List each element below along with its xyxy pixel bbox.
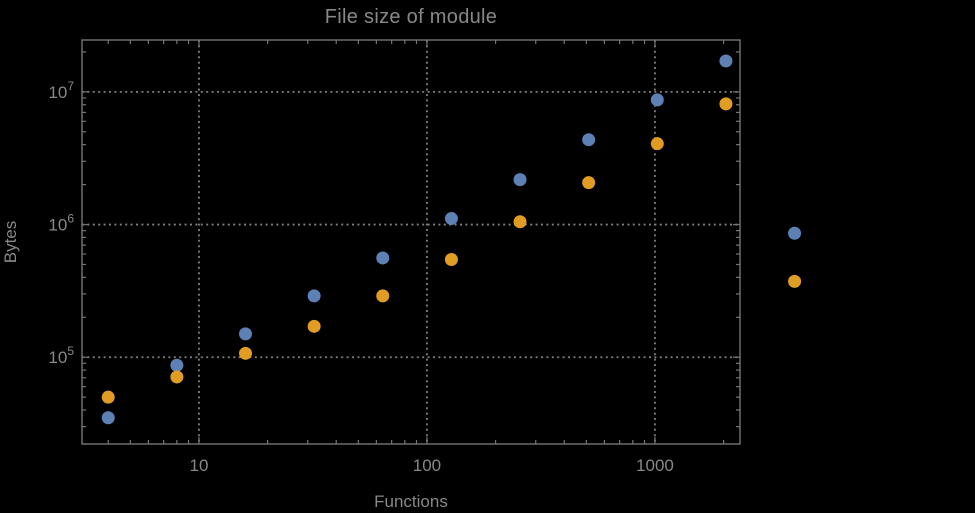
blue-data-point xyxy=(444,212,458,226)
blue-data-point xyxy=(239,327,253,341)
orange-data-point xyxy=(513,215,527,229)
axis-ticks xyxy=(82,40,740,444)
orange-data-point xyxy=(239,346,253,360)
y-axis-label: Bytes xyxy=(1,221,20,264)
x-tick-label: 10 xyxy=(190,456,209,475)
gridlines xyxy=(82,40,740,444)
blue-data-point xyxy=(101,411,115,425)
blue-data-point xyxy=(719,54,733,68)
chart-title: File size of module xyxy=(324,6,498,28)
blue-data-point xyxy=(307,289,321,303)
orange-data-point xyxy=(376,289,390,303)
orange-data-point xyxy=(650,137,664,151)
orange-data-point xyxy=(101,390,115,404)
x-tick-label: 100 xyxy=(413,456,441,475)
plot-frame xyxy=(81,39,741,445)
orange-data-point xyxy=(582,176,596,190)
blue-data-point xyxy=(513,173,527,187)
x-axis-label: Functions xyxy=(374,492,448,511)
orange-data-point xyxy=(444,253,458,267)
data-points xyxy=(101,54,802,425)
orange-data-point xyxy=(170,370,184,384)
blue-data-point xyxy=(170,358,184,372)
y-tick-labels: 105 106 107 xyxy=(48,79,74,367)
orange-data-point xyxy=(719,97,733,111)
y-tick-label: 107 xyxy=(48,79,74,102)
y-tick-label: 105 xyxy=(48,344,74,367)
blue-data-point xyxy=(376,251,390,265)
blue-data-point xyxy=(582,133,596,147)
blue-data-point xyxy=(650,93,664,107)
orange-data-point xyxy=(307,319,321,333)
x-tick-labels: 10 100 1000 xyxy=(190,456,674,475)
y-tick-label: 106 xyxy=(48,212,74,235)
x-tick-label: 1000 xyxy=(636,456,674,475)
blue-data-point xyxy=(788,226,802,240)
series-blue xyxy=(101,54,802,425)
series-orange xyxy=(101,97,802,404)
orange-data-point xyxy=(788,274,802,288)
